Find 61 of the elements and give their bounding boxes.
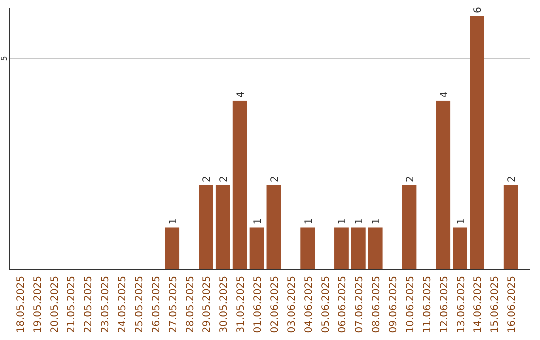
data-label: 6 (473, 7, 484, 14)
x-tick-label: 21.05.2025 (66, 276, 78, 334)
x-tick-label: 10.06.2025 (405, 276, 416, 334)
x-tick-label: 26.05.2025 (151, 276, 162, 334)
bar (199, 185, 214, 270)
data-label: 1 (168, 218, 180, 225)
bar (334, 228, 349, 270)
bar (436, 100, 451, 270)
bar (504, 185, 518, 270)
bar (351, 228, 366, 270)
bar (402, 185, 417, 270)
x-tick-label: 02.06.2025 (270, 276, 281, 334)
x-tick-label: 04.06.2025 (304, 276, 315, 334)
bar (300, 228, 316, 270)
data-label: 2 (219, 176, 230, 182)
data-label: 2 (202, 176, 214, 182)
x-tick-label: 01.06.2025 (253, 276, 264, 334)
x-tick-label: 24.05.2025 (118, 276, 129, 334)
x-tick-label: 13.06.2025 (456, 276, 468, 334)
x-tick-label: 20.05.2025 (50, 276, 61, 334)
y-tick-label: 5 (0, 56, 9, 62)
x-tick-label: 16.06.2025 (507, 276, 518, 334)
x-tick-label: 05.06.2025 (320, 276, 332, 334)
bar (216, 185, 230, 270)
x-tick-label: 15.06.2025 (490, 276, 502, 334)
data-label: 1 (304, 218, 315, 225)
x-tick-label: 29.05.2025 (202, 276, 214, 334)
x-tick-label: 28.05.2025 (185, 276, 196, 334)
x-tick-label: 14.06.2025 (473, 276, 484, 334)
data-label: 4 (439, 92, 450, 98)
x-tick-label: 27.05.2025 (168, 276, 180, 334)
x-tick-label: 09.06.2025 (388, 276, 400, 334)
x-tick-label: 03.06.2025 (286, 276, 298, 334)
data-label: 1 (253, 218, 264, 225)
x-tick-label: 18.05.2025 (16, 276, 27, 334)
x-tick-label: 25.05.2025 (134, 276, 146, 334)
x-tick-label: 11.06.2025 (422, 276, 434, 334)
bar (453, 228, 468, 270)
data-label: 4 (236, 92, 248, 98)
data-label: 2 (507, 176, 518, 182)
data-label: 1 (456, 218, 468, 225)
data-label: 1 (372, 218, 383, 225)
data-label: 2 (270, 176, 281, 182)
x-tick-label: 23.05.2025 (100, 276, 112, 334)
bar (368, 228, 383, 270)
bar (250, 228, 264, 270)
data-label: 1 (354, 218, 366, 225)
bar (470, 16, 484, 270)
x-tick-label: 07.06.2025 (354, 276, 366, 334)
x-tick-label: 12.06.2025 (439, 276, 450, 334)
x-tick-label: 06.06.2025 (338, 276, 349, 334)
bar (165, 228, 180, 270)
x-tick-label: 19.05.2025 (32, 276, 44, 334)
bar (266, 185, 282, 270)
x-tick-label: 30.05.2025 (219, 276, 230, 334)
data-label: 1 (338, 218, 349, 225)
x-tick-label: 22.05.2025 (84, 276, 95, 334)
bar (232, 100, 248, 270)
data-label: 2 (405, 176, 416, 182)
x-tick-label: 31.05.2025 (236, 276, 248, 334)
x-tick-label: 08.06.2025 (372, 276, 383, 334)
